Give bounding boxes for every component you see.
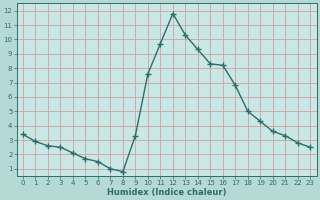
X-axis label: Humidex (Indice chaleur): Humidex (Indice chaleur) [107,188,226,197]
